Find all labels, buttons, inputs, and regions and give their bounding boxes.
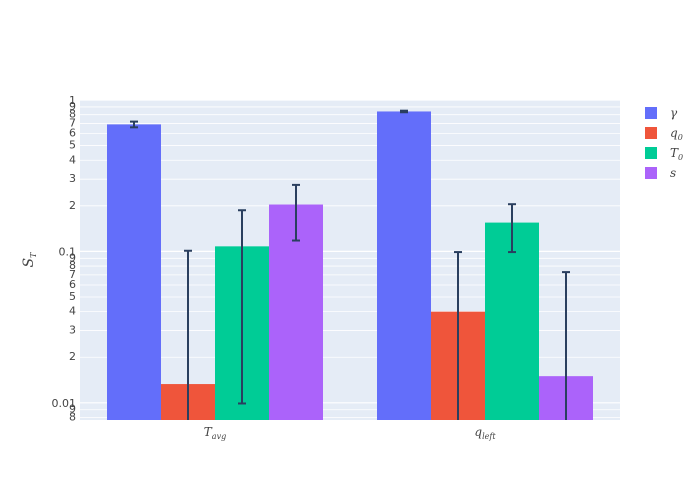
x-tick-label: Tavg: [204, 425, 226, 441]
legend-swatch: [645, 147, 657, 159]
y-tick-label: 4: [69, 153, 76, 166]
legend-label: γ: [670, 106, 678, 120]
y-tick-label: 2: [69, 350, 76, 363]
y-axis-label: ST: [21, 252, 38, 268]
y-tick-label: 4: [69, 305, 76, 318]
bar: [107, 124, 161, 421]
y-tick-label: 3: [69, 172, 76, 185]
y-tick-label: 6: [69, 278, 76, 291]
legend-label: s: [670, 166, 676, 180]
legend-swatch: [645, 107, 657, 119]
y-tick-label: 9: [69, 403, 76, 416]
legend-swatch: [645, 167, 657, 179]
x-category-labels: Tavg qleft: [204, 425, 497, 441]
y-tick-label: 8: [69, 410, 76, 423]
y-tick-label: 9: [69, 100, 76, 113]
bar: [485, 222, 539, 420]
y-tick-label: 3: [69, 324, 76, 337]
y-tick-label: 6: [69, 127, 76, 140]
y-tick-label: 8: [69, 108, 76, 121]
y-tick-label: 9: [69, 251, 76, 264]
bar: [377, 111, 431, 420]
y-tick-label: 8: [69, 259, 76, 272]
x-tick-label: qleft: [474, 425, 496, 441]
y-tick-label: 5: [69, 290, 76, 303]
legend-label: T0: [670, 146, 683, 162]
legend: γ q0 T0 s: [645, 106, 683, 180]
y-tick-label: 0.01: [52, 397, 77, 410]
legend-label: q0: [670, 126, 683, 142]
error-bars: [130, 109, 570, 420]
y-tick-label: 5: [69, 139, 76, 152]
y-tick-label: 1: [69, 94, 76, 107]
y-tick-label: 2: [69, 199, 76, 212]
y-tick-label: 7: [69, 268, 76, 281]
y-tick-label: 0.1: [59, 245, 77, 258]
y-tick-label: 7: [69, 116, 76, 129]
legend-swatch: [645, 127, 657, 139]
